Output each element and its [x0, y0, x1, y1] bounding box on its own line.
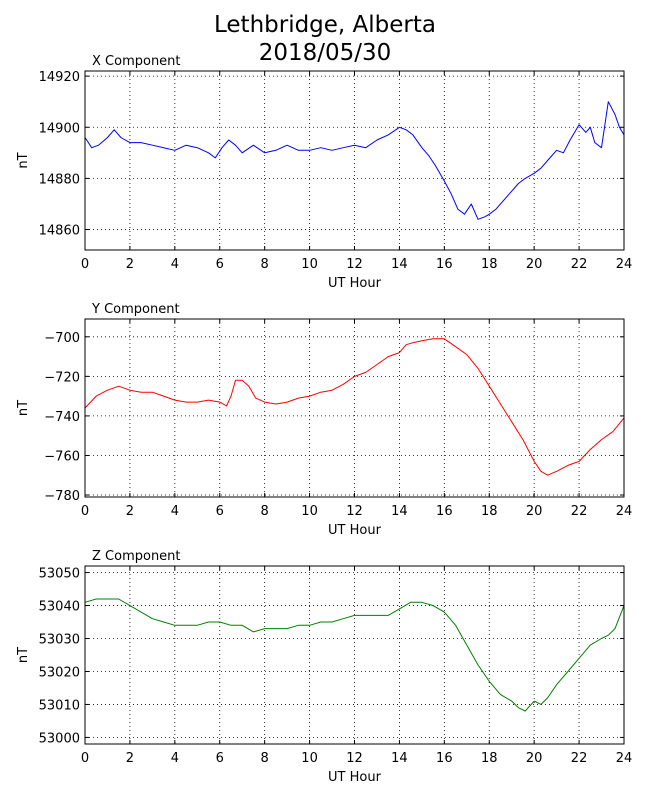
x-tick-label: 8 [261, 257, 269, 272]
x-tick-label: 20 [526, 504, 543, 519]
x-tick-label: 12 [346, 257, 363, 272]
x-tick-label: 18 [481, 751, 498, 766]
x-tick-label: 12 [346, 751, 363, 766]
x-tick-label: 22 [571, 257, 588, 272]
x-tick-label: 24 [616, 751, 633, 766]
series-line [84, 598, 625, 712]
y-axis-label: nT [16, 400, 31, 416]
x-axis-label: UT Hour [328, 276, 382, 291]
x-tick-label: 2 [126, 504, 134, 519]
y-tick-label: 53000 [39, 731, 80, 746]
x-tick-label: 4 [171, 257, 179, 272]
x-tick-label: 20 [526, 257, 543, 272]
x-tick-label: 8 [261, 751, 269, 766]
y-tick-label: 53050 [39, 567, 80, 582]
x-tick-label: 4 [171, 751, 179, 766]
y-tick-label: 53010 [39, 698, 80, 713]
x-tick-label: 18 [481, 257, 498, 272]
y-tick-label: −740 [44, 410, 80, 425]
x-tick-label: 22 [571, 751, 588, 766]
series-line [84, 101, 625, 220]
y-tick-label: −700 [44, 331, 80, 346]
x-axis-label: UT Hour [328, 770, 382, 785]
panel-title: X Component [92, 54, 181, 69]
panel-title: Y Component [91, 302, 180, 317]
x-tick-label: 12 [346, 504, 363, 519]
x-tick-label: 6 [216, 751, 224, 766]
x-tick-label: 2 [126, 751, 134, 766]
x-tick-label: 8 [261, 504, 269, 519]
panel-2: 0 2 4 6 8 10 12 14 16 18 20 22 24−700−720−740−760−78… [16, 302, 632, 538]
x-tick-label: 0 [81, 751, 89, 766]
y-tick-label: −760 [44, 449, 80, 464]
y-tick-label: −720 [44, 370, 80, 385]
x-tick-label: 14 [391, 257, 408, 272]
x-tick-label: 18 [481, 504, 498, 519]
y-axis-label: nT [16, 152, 31, 168]
y-tick-label: 53020 [39, 665, 80, 680]
x-tick-label: 0 [81, 257, 89, 272]
panel-3: 0 2 4 6 8 10 12 14 16 18 20 22 245300053010530205303… [16, 549, 632, 785]
x-tick-label: 14 [391, 751, 408, 766]
x-tick-label: 4 [171, 504, 179, 519]
chart-title-location: Lethbridge, Alberta [213, 12, 436, 38]
y-tick-label: 14860 [39, 224, 80, 239]
x-tick-label: 24 [616, 504, 633, 519]
x-tick-label: 10 [301, 751, 318, 766]
x-tick-label: 16 [436, 504, 453, 519]
chart-title-date: 2018/05/30 [258, 40, 392, 66]
y-tick-label: 14900 [39, 121, 80, 136]
x-tick-label: 24 [616, 257, 633, 272]
x-tick-label: 0 [81, 504, 89, 519]
x-tick-label: 6 [216, 257, 224, 272]
y-tick-label: −780 [44, 489, 80, 504]
y-tick-label: 53040 [39, 600, 80, 615]
y-tick-label: 53030 [39, 633, 80, 648]
x-tick-label: 22 [571, 504, 588, 519]
series-line [84, 338, 625, 476]
x-tick-label: 6 [216, 504, 224, 519]
y-axis-label: nT [16, 647, 31, 663]
x-tick-label: 20 [526, 751, 543, 766]
x-tick-label: 16 [436, 257, 453, 272]
x-tick-label: 10 [301, 257, 318, 272]
x-tick-label: 2 [126, 257, 134, 272]
x-tick-label: 16 [436, 751, 453, 766]
x-tick-label: 10 [301, 504, 318, 519]
x-tick-label: 14 [391, 504, 408, 519]
y-tick-label: 14920 [39, 70, 80, 85]
panel-1: 0 2 4 6 8 10 12 14 16 18 20 22 241486014880149001492… [16, 54, 632, 291]
y-tick-label: 14880 [39, 172, 80, 187]
panel-title: Z Component [92, 549, 181, 564]
x-axis-label: UT Hour [328, 523, 382, 538]
